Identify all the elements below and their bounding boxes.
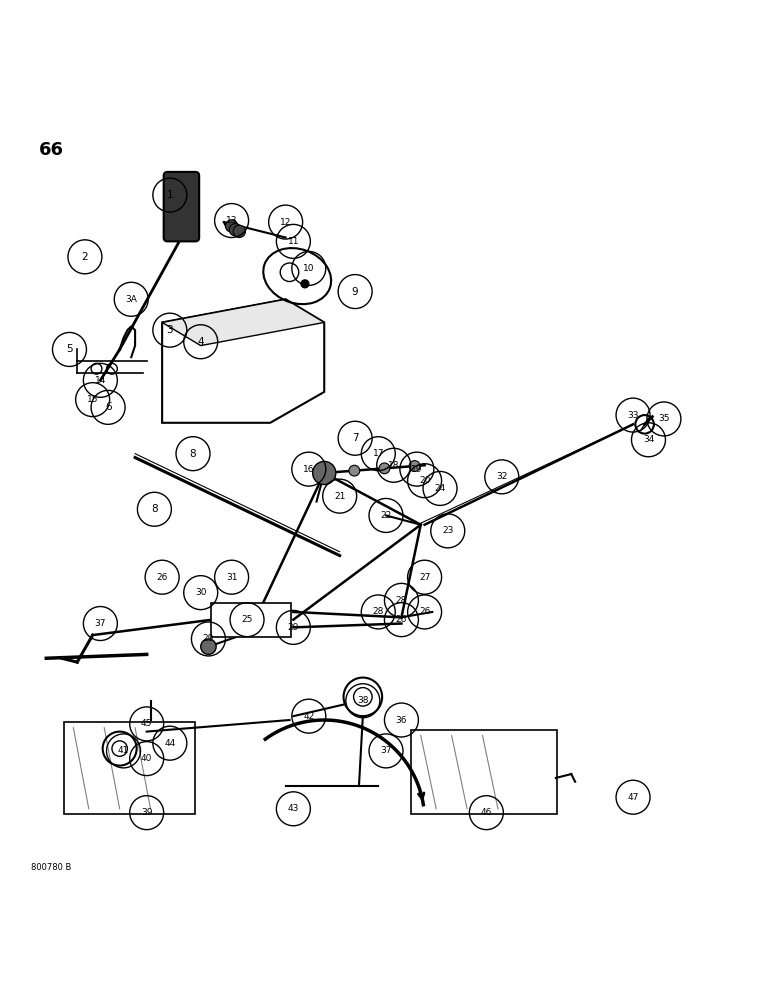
Text: 3A: 3A <box>125 295 137 304</box>
Circle shape <box>300 279 310 288</box>
Text: 8: 8 <box>190 449 196 459</box>
Text: 41: 41 <box>118 746 129 755</box>
Text: 19: 19 <box>411 465 422 474</box>
Text: 26: 26 <box>396 615 407 624</box>
Text: 31: 31 <box>226 573 237 582</box>
Text: 3: 3 <box>167 325 173 335</box>
Text: 6: 6 <box>105 402 111 412</box>
Circle shape <box>349 465 360 476</box>
Text: 26: 26 <box>419 607 430 616</box>
Text: 16: 16 <box>303 465 314 474</box>
Circle shape <box>409 461 420 471</box>
Text: 44: 44 <box>164 739 175 748</box>
Circle shape <box>233 225 245 238</box>
Text: 32: 32 <box>496 472 507 481</box>
Text: 36: 36 <box>396 716 407 725</box>
Circle shape <box>225 220 238 232</box>
Text: 1: 1 <box>167 190 173 200</box>
Text: 22: 22 <box>381 511 391 520</box>
Text: 7: 7 <box>352 433 358 443</box>
Text: 28: 28 <box>396 596 407 605</box>
Text: 38: 38 <box>357 696 368 705</box>
Text: 25: 25 <box>242 615 252 624</box>
Text: 24: 24 <box>435 484 445 493</box>
Text: 66: 66 <box>39 141 63 159</box>
Text: 10: 10 <box>303 264 314 273</box>
Text: 43: 43 <box>288 804 299 813</box>
Text: 800780 B: 800780 B <box>31 863 71 872</box>
FancyBboxPatch shape <box>211 603 291 637</box>
Text: 46: 46 <box>481 808 492 817</box>
Text: 4: 4 <box>198 337 204 347</box>
Text: 33: 33 <box>628 411 638 420</box>
Text: 26: 26 <box>157 573 168 582</box>
Circle shape <box>379 463 390 474</box>
Text: 27: 27 <box>419 573 430 582</box>
Text: 14: 14 <box>95 376 106 385</box>
Text: 30: 30 <box>195 588 206 597</box>
Text: 18: 18 <box>388 461 399 470</box>
Text: 9: 9 <box>352 287 358 297</box>
Text: 39: 39 <box>141 808 152 817</box>
Text: 21: 21 <box>334 492 345 501</box>
FancyBboxPatch shape <box>411 730 557 814</box>
Text: 45: 45 <box>141 719 152 728</box>
Text: 37: 37 <box>381 746 391 755</box>
Text: 12: 12 <box>280 218 291 227</box>
Polygon shape <box>162 299 324 423</box>
Text: 29: 29 <box>203 634 214 643</box>
Text: 37: 37 <box>95 619 106 628</box>
Text: 35: 35 <box>659 414 669 423</box>
Text: 23: 23 <box>442 526 453 535</box>
Circle shape <box>313 461 336 485</box>
Text: 34: 34 <box>643 435 654 444</box>
FancyBboxPatch shape <box>164 172 199 241</box>
Text: 15: 15 <box>87 395 98 404</box>
Circle shape <box>201 639 216 654</box>
FancyBboxPatch shape <box>64 722 195 814</box>
Text: 13: 13 <box>226 216 237 225</box>
Text: 42: 42 <box>303 712 314 721</box>
Text: 47: 47 <box>628 793 638 802</box>
Text: 28: 28 <box>373 607 384 616</box>
Polygon shape <box>162 299 324 346</box>
Text: 2: 2 <box>82 252 88 262</box>
Circle shape <box>229 224 242 236</box>
Text: 17: 17 <box>373 449 384 458</box>
Text: 11: 11 <box>288 237 299 246</box>
Text: 40: 40 <box>141 754 152 763</box>
Text: 20: 20 <box>419 476 430 485</box>
Text: 29: 29 <box>288 623 299 632</box>
Text: 5: 5 <box>66 344 73 354</box>
Text: 8: 8 <box>151 504 157 514</box>
